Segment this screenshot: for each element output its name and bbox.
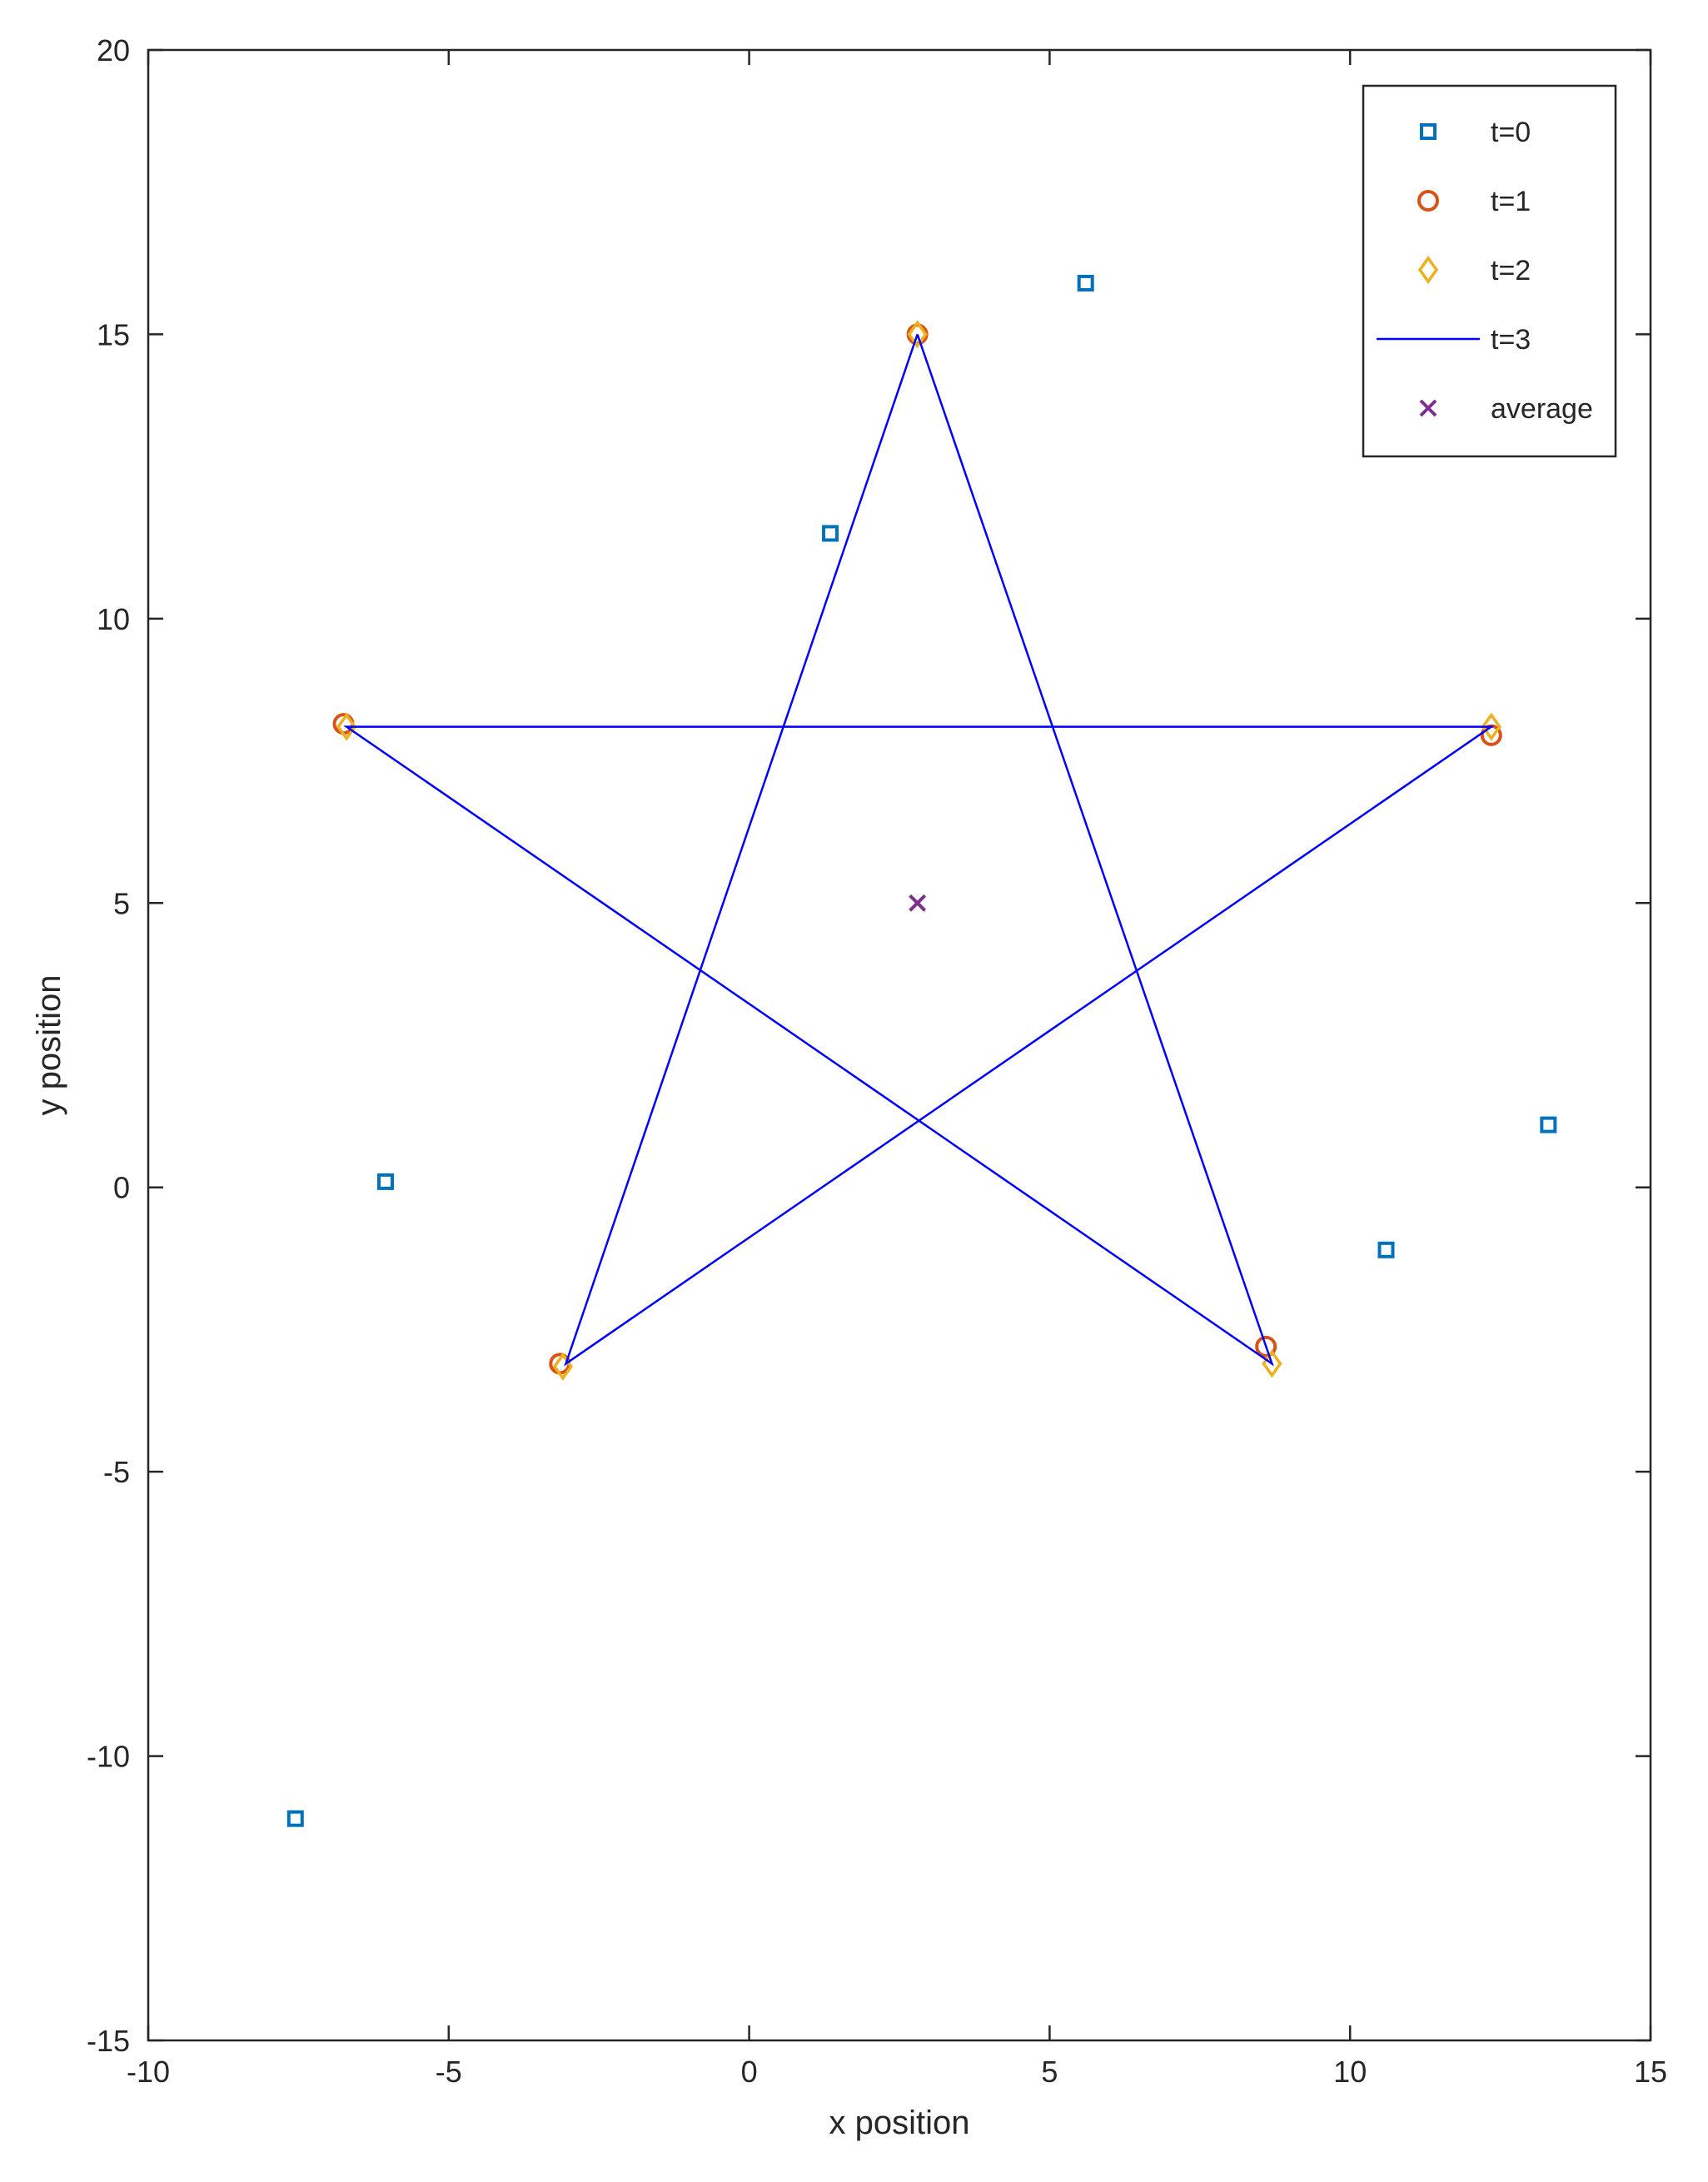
x-tick-label: 10 [1333, 2055, 1367, 2089]
legend-marker [1419, 399, 1437, 417]
y-tick-label: -10 [87, 1740, 130, 1774]
y-tick-label: -15 [87, 2024, 130, 2058]
data-point [286, 1810, 304, 1827]
data-point [377, 1173, 395, 1190]
legend-entry: t=3 [1377, 324, 1531, 356]
legend-marker [1417, 255, 1439, 285]
legend-marker [1417, 190, 1439, 212]
legend-entry: t=2 [1417, 255, 1531, 286]
x-tick-label: 0 [741, 2055, 758, 2089]
legend-entry: t=1 [1417, 186, 1531, 217]
y-tick-label: 5 [113, 886, 130, 920]
series-average [909, 894, 927, 912]
series-t-2 [336, 320, 1501, 1381]
legend-label: t=1 [1491, 186, 1531, 217]
y-axis-label: y position [31, 975, 67, 1116]
y-tick-label: -5 [103, 1455, 130, 1489]
x-tick-label: 15 [1634, 2055, 1667, 2089]
data-point [1481, 712, 1501, 741]
axes-box [147, 48, 1652, 2042]
series-t-3 [343, 334, 1495, 1367]
legend-entry: t=0 [1420, 117, 1531, 148]
data-point [1077, 274, 1094, 291]
legend-label: t=0 [1491, 117, 1531, 148]
series-layer [286, 274, 1557, 1827]
y-tick-label: 10 [97, 602, 130, 636]
legend-label: t=3 [1491, 324, 1531, 356]
x-tick-label: 5 [1041, 2055, 1058, 2089]
legend-entry: average [1419, 393, 1593, 425]
x-tick-label: -10 [127, 2055, 170, 2089]
y-tick-label: 15 [97, 317, 130, 351]
data-point [907, 320, 928, 349]
legend: t=0 t=1 t=2 t=3 average [1362, 84, 1617, 458]
series-line [343, 334, 1495, 1367]
y-tick-label: 0 [113, 1171, 130, 1205]
data-point [336, 712, 357, 741]
series-t-0 [286, 274, 1557, 1827]
x-axis-label: x position [829, 2105, 970, 2141]
x-tick-label: -5 [436, 2055, 462, 2089]
data-point [822, 525, 839, 542]
data-point [909, 894, 927, 912]
legend-marker [1420, 123, 1437, 140]
data-point [1540, 1116, 1557, 1133]
legend-label: average [1491, 393, 1593, 425]
y-tick-label: 20 [97, 33, 130, 67]
data-point [1377, 1241, 1395, 1258]
data-point [1255, 1335, 1277, 1358]
legend-box [1362, 84, 1617, 458]
legend-label: t=2 [1491, 255, 1531, 286]
